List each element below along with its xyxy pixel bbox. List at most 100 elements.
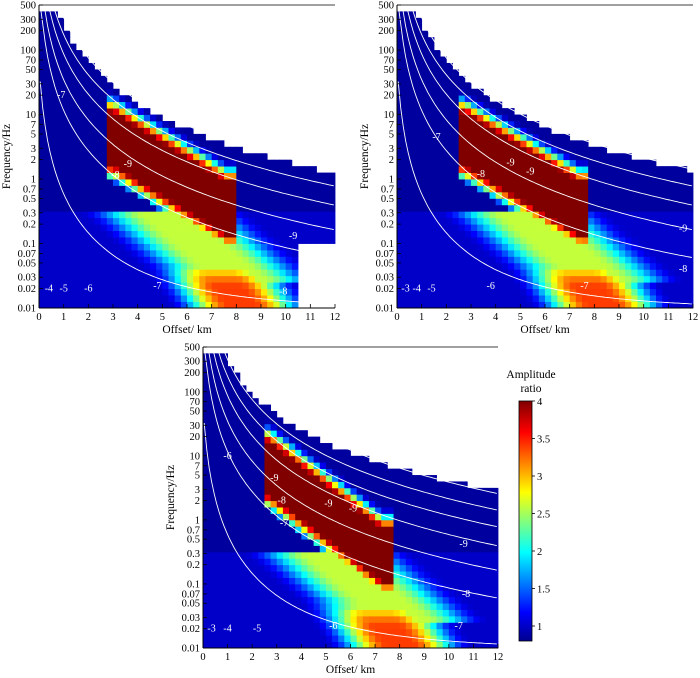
heatmap-cell (427, 275, 435, 283)
heatmap-cell (301, 558, 308, 566)
heatmap-cell (51, 140, 58, 148)
x-tick-label: 1 (225, 652, 230, 663)
heatmap-cell (246, 558, 253, 566)
heatmap-cell (485, 494, 493, 502)
heatmap-cell (452, 211, 460, 219)
heatmap-cell (211, 262, 219, 270)
heatmap-cell (415, 56, 423, 64)
heatmap-cell (51, 146, 58, 154)
heatmap-cell (291, 295, 299, 302)
heatmap-cell (246, 475, 253, 482)
heatmap-cell (319, 551, 327, 559)
heatmap-cell (276, 571, 284, 578)
x-tick-label: 0 (36, 312, 41, 323)
heatmap-cell (526, 146, 534, 154)
heatmap-cell (668, 275, 675, 283)
heatmap-cell (125, 237, 132, 244)
heatmap-cell (276, 615, 284, 623)
heatmap-cell (246, 423, 253, 431)
heatmap-cell (199, 179, 206, 186)
heatmap-cell (508, 108, 515, 115)
heatmap-cell (193, 282, 200, 290)
heatmap-cell (625, 185, 632, 193)
heatmap-cell (631, 301, 638, 309)
heatmap-cell (393, 500, 401, 508)
heatmap-cell (440, 191, 447, 199)
heatmap-cell (248, 204, 256, 212)
heatmap-cell (106, 217, 114, 225)
heatmap-cell (254, 262, 262, 270)
heatmap-cell (427, 121, 435, 128)
heatmap-cell (397, 256, 404, 264)
heatmap-cell (246, 391, 253, 399)
heatmap-cell (100, 288, 108, 296)
heatmap-cell (452, 256, 460, 264)
heatmap-cell (680, 204, 688, 212)
heatmap-cell (325, 487, 333, 495)
contour-line (204, 346, 497, 494)
heatmap-cell (479, 558, 487, 566)
heatmap-cell (442, 545, 450, 553)
heatmap-cell (276, 564, 284, 572)
heatmap-cell (258, 487, 265, 495)
heatmap-cell (221, 628, 228, 636)
heatmap-cell (276, 455, 284, 463)
heatmap-cell (39, 275, 46, 283)
heatmap-cell (45, 166, 52, 173)
heatmap-cell (399, 609, 407, 617)
heatmap-cell (656, 275, 663, 283)
heatmap-cell (551, 153, 558, 161)
heatmap-cell (344, 545, 351, 553)
x-tick-label: 8 (592, 312, 597, 323)
heatmap-cell (686, 262, 694, 270)
heatmap-cell (448, 603, 456, 610)
heatmap-cell (203, 571, 210, 578)
heatmap-cell (199, 301, 206, 309)
heatmap-cell (338, 603, 345, 610)
heatmap-cell (113, 108, 120, 115)
contour-line (40, 4, 334, 206)
heatmap-cell (209, 558, 216, 566)
heatmap-cell (174, 153, 182, 161)
heatmap-cell (258, 615, 265, 623)
heatmap-cell (485, 635, 493, 642)
heatmap-cell (415, 153, 423, 161)
heatmap-cell (471, 249, 478, 257)
heatmap-cell (467, 532, 474, 540)
y-tick-label: 0.02 (376, 284, 394, 295)
heatmap-cell (69, 140, 77, 148)
heatmap-cell (233, 475, 241, 482)
heatmap-cell (150, 243, 157, 251)
heatmap-cell (489, 179, 497, 186)
heatmap-cell (454, 519, 462, 527)
heatmap-cell (301, 551, 308, 559)
heatmap-cell (313, 475, 321, 482)
heatmap-cell (304, 198, 311, 206)
heatmap-cell (375, 545, 382, 553)
heatmap-cell (538, 230, 546, 238)
heatmap-cell (239, 410, 247, 418)
heatmap-cell (125, 275, 132, 283)
heatmap-cell (319, 609, 327, 617)
heatmap-cell (180, 211, 188, 219)
heatmap-cell (233, 564, 241, 572)
heatmap-cell (508, 179, 515, 186)
y-tick-label: 10 (384, 110, 395, 121)
heatmap-cell (215, 475, 222, 482)
heatmap-cell (239, 398, 247, 405)
heatmap-cell (174, 198, 182, 206)
heatmap-cell (289, 564, 296, 572)
heatmap-cell (409, 243, 416, 251)
heatmap-cell (252, 430, 259, 438)
heatmap-cell (174, 243, 182, 251)
heatmap-cell (174, 224, 182, 232)
heatmap-cell (57, 101, 65, 109)
heatmap-cell (137, 275, 145, 283)
heatmap-cell (686, 217, 694, 225)
heatmap-cell (227, 410, 235, 418)
heatmap-cell (298, 230, 305, 238)
heatmap-cell (356, 475, 364, 482)
heatmap-cell (495, 301, 503, 309)
heatmap-cell (489, 204, 497, 212)
heatmap-cell (69, 114, 77, 122)
